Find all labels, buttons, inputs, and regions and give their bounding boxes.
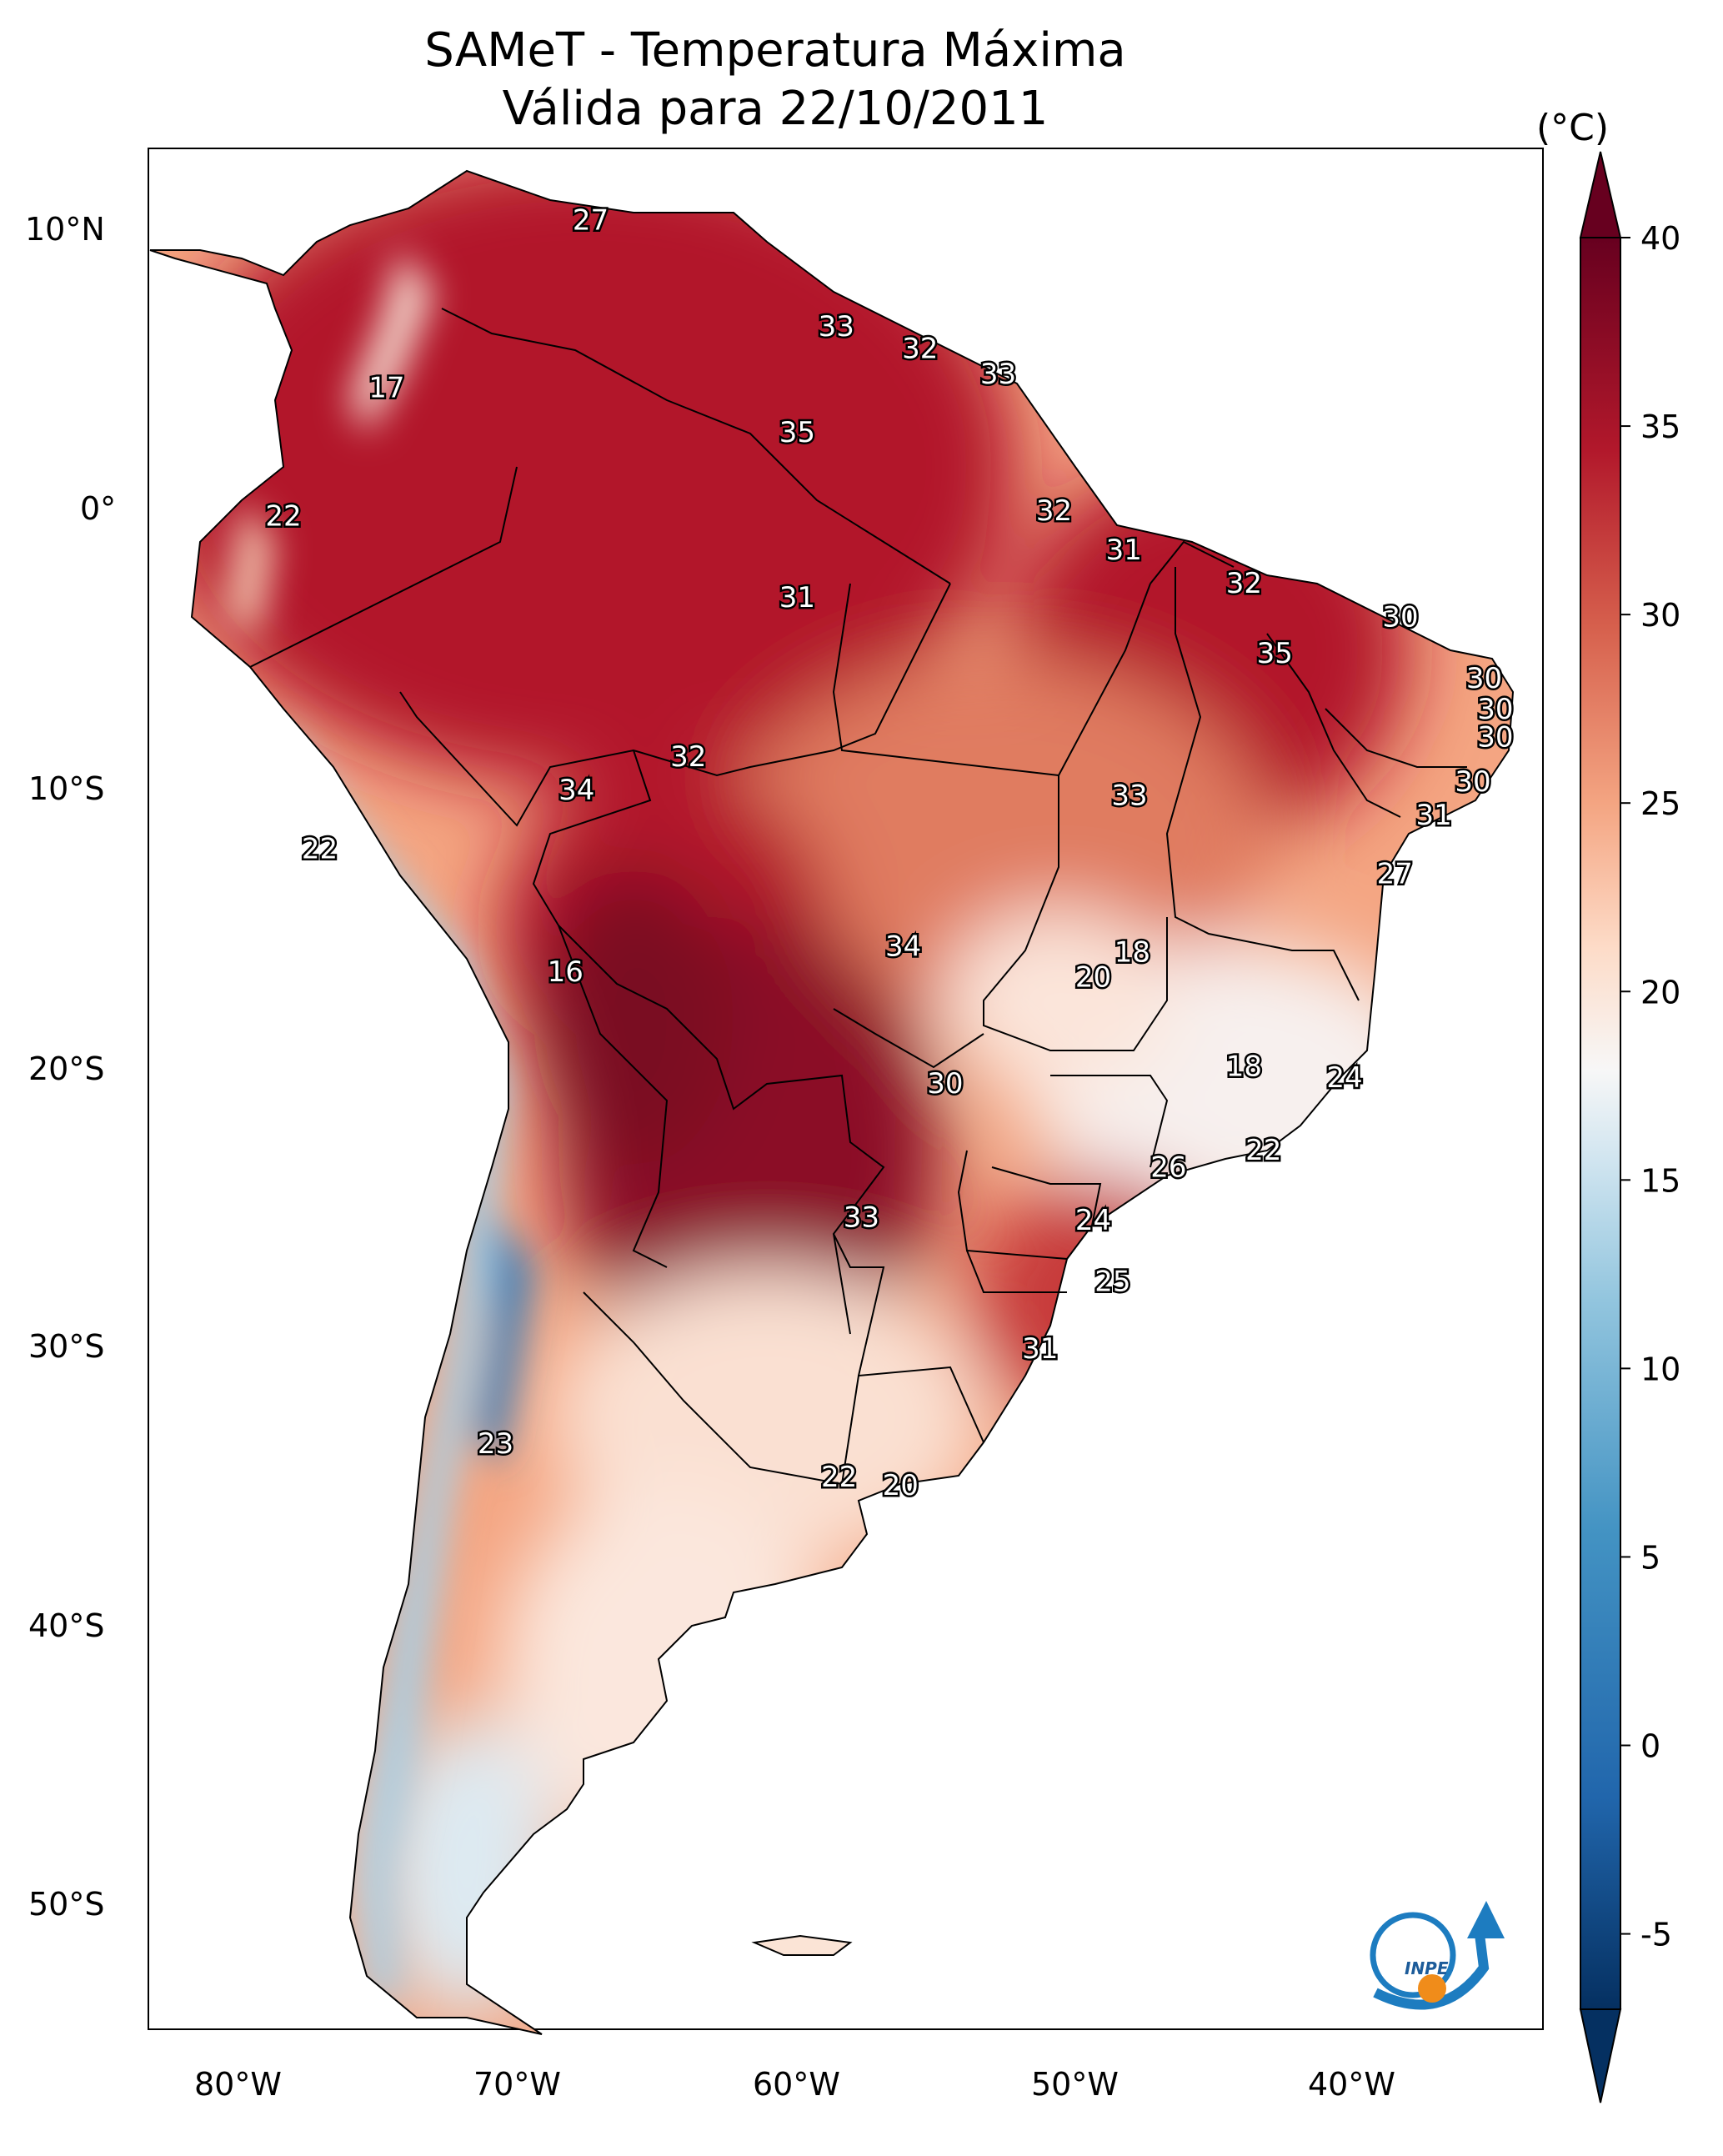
station-label: 33 (819, 310, 854, 343)
station-label: 35 (779, 416, 815, 449)
station-label: 17 (368, 372, 404, 405)
lon-label-80w: 80°W (194, 2066, 282, 2103)
colorbar-lower-extension (1579, 2008, 1622, 2103)
colorbar-tick-label: 15 (1640, 1162, 1680, 1199)
station-label: 31 (1022, 1332, 1058, 1366)
station-label: 31 (779, 581, 815, 614)
lon-label-50w: 50°W (1031, 2066, 1119, 2103)
station-label: 34 (885, 930, 921, 964)
station-label: 20 (1075, 960, 1111, 994)
station-label: 30 (1466, 662, 1502, 695)
colorbar-tick-label: -5 (1640, 1917, 1672, 1953)
station-label: 22 (1245, 1134, 1281, 1167)
colorbar-tick-label: 40 (1640, 220, 1680, 257)
station-label: 34 (558, 774, 594, 807)
colorbar-tick-label: 35 (1640, 409, 1680, 445)
lat-label-30s: 30°S (28, 1328, 105, 1365)
station-label: 30 (1455, 765, 1490, 799)
colorbar-tick-label: 0 (1640, 1728, 1660, 1765)
lon-label-70w: 70°W (473, 2066, 561, 2103)
colorbar-upper-extension (1579, 151, 1622, 238)
station-label: 30 (1477, 693, 1513, 726)
lat-label-10n: 10°N (25, 211, 105, 248)
lat-label-50s: 50°S (28, 1886, 105, 1923)
station-label: 31 (1416, 799, 1452, 832)
map-title-line1: SAMeT - Temperatura Máxima (424, 23, 1126, 78)
station-label: 32 (1036, 494, 1072, 528)
station-label: 33 (980, 358, 1016, 391)
station-label: 20 (883, 1469, 919, 1502)
lat-label-0: 0° (80, 490, 117, 527)
lat-label-40s: 40°S (28, 1607, 105, 1644)
colorbar: 40 35 30 25 20 15 10 5 0 -5 (1579, 151, 1680, 2103)
station-label: 27 (1377, 858, 1413, 891)
station-label: 22 (265, 500, 301, 534)
lon-label-60w: 60°W (753, 2066, 840, 2103)
station-label: 25 (1094, 1266, 1130, 1299)
colorbar-tick-label: 25 (1640, 785, 1680, 822)
station-label: 32 (670, 740, 706, 774)
station-label: 32 (902, 333, 938, 366)
country-borders (149, 169, 1515, 2035)
station-label: 18 (1226, 1050, 1262, 1084)
station-label: 24 (1075, 1204, 1111, 1237)
colorbar-tick-label: 30 (1640, 597, 1680, 634)
station-label: 33 (1111, 780, 1147, 813)
station-label: 30 (1477, 720, 1513, 754)
station-label: 26 (1150, 1151, 1186, 1184)
station-label: 33 (844, 1201, 879, 1235)
lon-label-40w: 40°W (1308, 2066, 1395, 2103)
colorbar-tick-label: 20 (1640, 974, 1680, 1010)
svg-text:INPE: INPE (1405, 1958, 1449, 1978)
station-label: 22 (302, 832, 338, 865)
colorbar-unit: (°C) (1536, 107, 1610, 149)
station-label: 30 (1382, 600, 1418, 634)
station-label: 23 (478, 1427, 513, 1461)
station-label: 24 (1326, 1061, 1362, 1095)
colorbar-tick-label: 10 (1640, 1351, 1680, 1387)
station-label: 18 (1114, 935, 1150, 969)
inpe-logo: INPE (1370, 1901, 1505, 2010)
station-label: 31 (1106, 534, 1142, 567)
falkland-islands (751, 1934, 853, 1956)
station-label: 35 (1257, 637, 1293, 670)
station-label: 30 (927, 1067, 963, 1101)
station-label: 27 (573, 204, 609, 238)
map-title-line2: Válida para 22/10/2011 (502, 82, 1049, 136)
colorbar-gradient (1580, 237, 1621, 2010)
station-label: 16 (548, 955, 584, 989)
station-label: 22 (821, 1461, 857, 1494)
station-label: 32 (1226, 567, 1262, 600)
lat-label-10s: 10°S (28, 770, 105, 807)
lat-label-20s: 20°S (28, 1050, 105, 1087)
colorbar-tick-label: 5 (1640, 1539, 1660, 1576)
